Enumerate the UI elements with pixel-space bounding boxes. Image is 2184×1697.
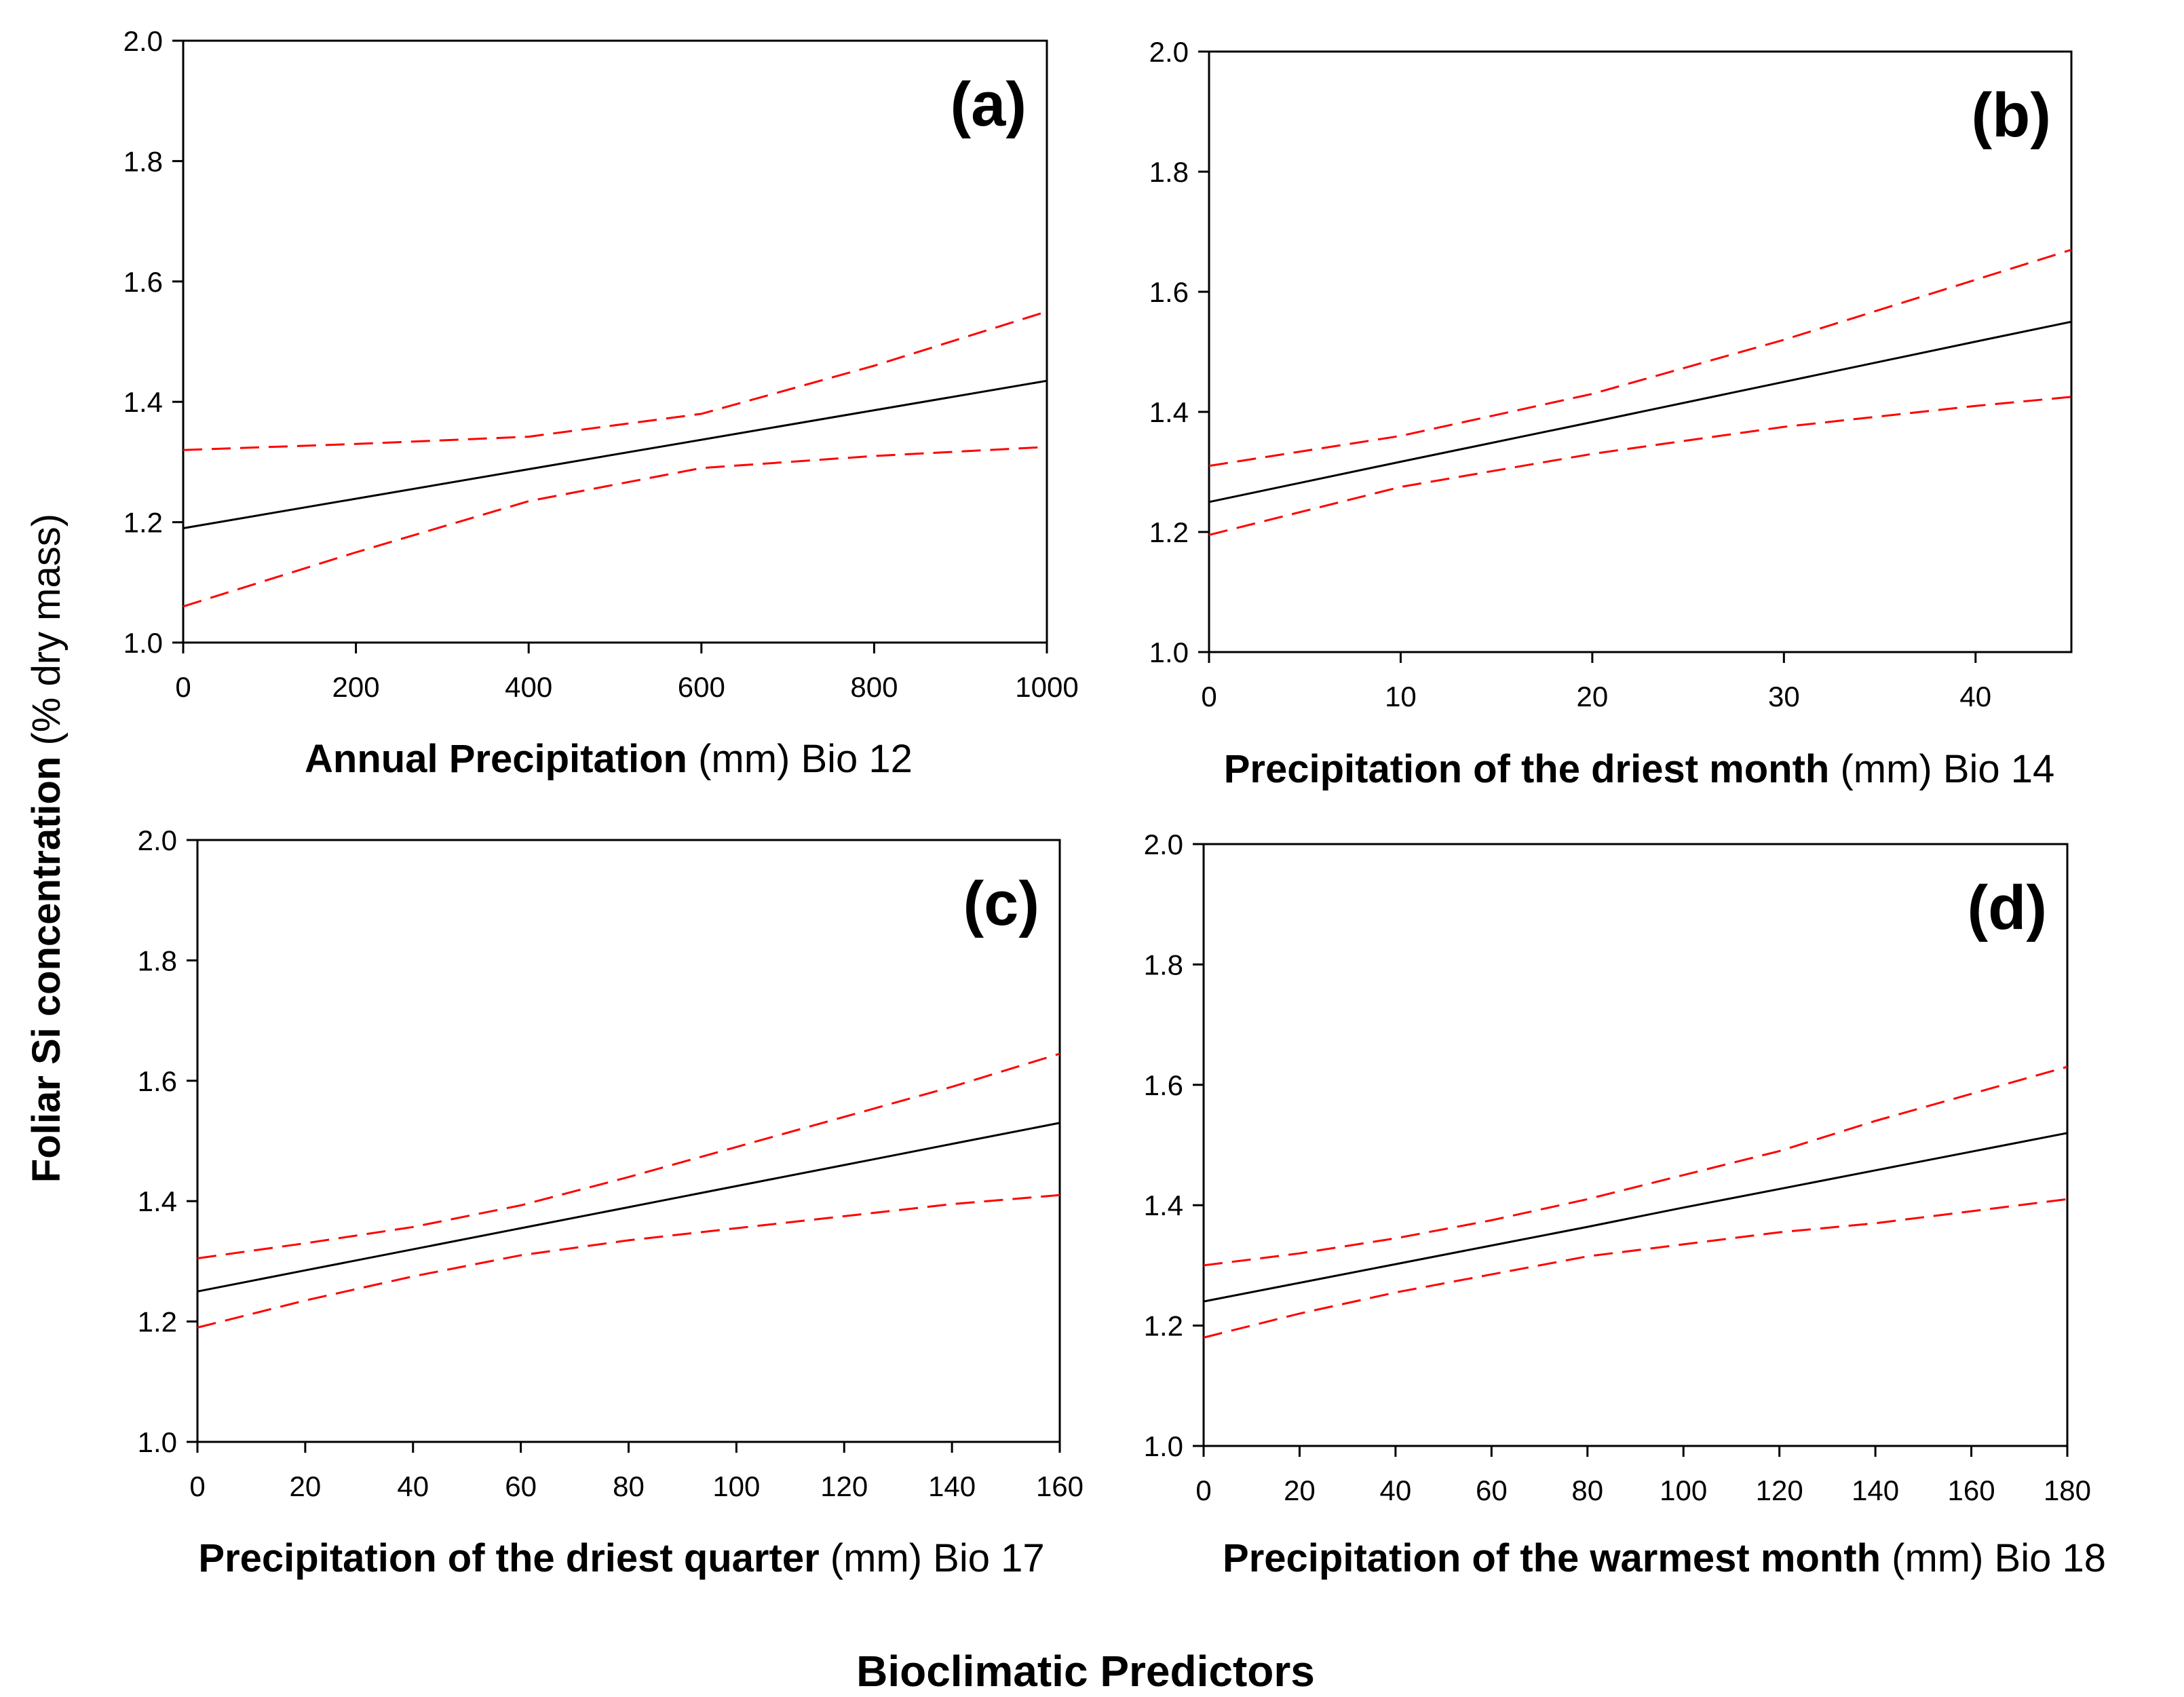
plot-frame xyxy=(196,839,1061,1443)
x-tick-label: 60 xyxy=(1476,1474,1508,1506)
x-tick-label: 40 xyxy=(397,1470,429,1502)
x-axis-label-unit: (mm) Bio 17 xyxy=(820,1536,1045,1580)
y-tick-label: 1.6 xyxy=(1149,276,1189,308)
y-tick-label: 2.0 xyxy=(1144,828,1183,860)
fit-line xyxy=(197,1122,1060,1293)
x-tick-label: 600 xyxy=(678,671,725,703)
x-tick-label: 30 xyxy=(1768,681,1800,712)
y-tick-label: 1.4 xyxy=(123,386,163,418)
x-axis-label-bold: Precipitation of the driest quarter xyxy=(198,1536,819,1580)
x-axis-label-bold: Annual Precipitation xyxy=(305,737,687,781)
x-tick-label: 140 xyxy=(1852,1474,1899,1506)
x-tick-label: 80 xyxy=(613,1470,645,1502)
x-tick-label: 140 xyxy=(928,1470,976,1502)
x-tick-label: 40 xyxy=(1959,681,1991,712)
x-axis-label-unit: (mm) Bio 18 xyxy=(1881,1536,2106,1580)
y-tick-label: 1.8 xyxy=(138,945,177,976)
y-tick-label: 1.0 xyxy=(138,1426,177,1458)
x-tick-label: 100 xyxy=(712,1470,760,1502)
y-axis-label-unit: (% dry mass) xyxy=(24,514,69,746)
y-tick-label: 1.0 xyxy=(123,627,163,659)
y-tick-label: 1.0 xyxy=(1144,1430,1183,1462)
x-tick-label: 0 xyxy=(1201,681,1216,712)
x-axis-label: Precipitation of the driest month (mm) B… xyxy=(1224,747,2055,791)
x-axis-label-unit: (mm) Bio 14 xyxy=(1829,747,2054,791)
fit-line xyxy=(1208,320,2072,503)
x-tick-label: 20 xyxy=(1284,1474,1316,1506)
x-tick-label: 20 xyxy=(290,1470,322,1502)
panel-c: 1.0 1.2 1.4 1.6 1.8 2.0 0 20 40 60 80 100 120 140 160 (… xyxy=(138,824,1084,1580)
plot-frame xyxy=(1208,50,2073,653)
panel-label: (b) xyxy=(1972,81,2051,150)
plot-frame xyxy=(182,39,1048,644)
y-tick-label: 1.8 xyxy=(1149,156,1189,188)
x-tick-label: 400 xyxy=(505,671,552,703)
x-axis-label-unit: (mm) Bio 12 xyxy=(687,737,913,781)
x-tick-label: 200 xyxy=(332,671,380,703)
lower-ci-line xyxy=(1203,1198,2068,1339)
y-tick-label: 1.6 xyxy=(138,1065,177,1097)
upper-ci-line xyxy=(183,310,1048,451)
x-tick-label: 20 xyxy=(1577,681,1609,712)
fit-line xyxy=(1203,1132,2068,1303)
y-tick-label: 1.4 xyxy=(1144,1189,1183,1221)
x-axis-label-bold: Precipitation of the driest month xyxy=(1224,747,1830,791)
lower-ci-line xyxy=(1208,396,2072,536)
x-tick-label: 0 xyxy=(189,1470,205,1502)
y-tick-label: 1.2 xyxy=(1144,1310,1183,1342)
upper-ci-line xyxy=(1208,248,2072,468)
y-tick-label: 1.8 xyxy=(1144,949,1183,980)
x-tick-label: 1000 xyxy=(1015,671,1078,703)
y-tick-label: 1.8 xyxy=(123,145,163,177)
upper-ci-line xyxy=(1203,1065,2068,1267)
x-tick-label: 120 xyxy=(820,1470,868,1502)
y-tick-label: 2.0 xyxy=(138,824,177,856)
plot-frame xyxy=(1202,843,2069,1447)
fit-line xyxy=(183,379,1048,529)
y-tick-label: 2.0 xyxy=(123,25,163,57)
x-axis-label: Annual Precipitation (mm) Bio 12 xyxy=(305,737,913,781)
x-tick-label: 80 xyxy=(1571,1474,1603,1506)
x-tick-label: 60 xyxy=(505,1470,537,1502)
x-tick-label: 10 xyxy=(1385,681,1417,712)
panel-a: 1.0 1.2 1.4 1.6 1.8 2.0 0 200 400 600 800 1000 (a) An… xyxy=(123,25,1079,781)
y-tick-label: 1.6 xyxy=(1144,1069,1183,1101)
x-tick-label: 40 xyxy=(1380,1474,1412,1506)
y-tick-label: 1.4 xyxy=(138,1185,177,1217)
x-axis-label: Precipitation of the warmest month (mm) … xyxy=(1223,1536,2106,1580)
x-tick-label: 180 xyxy=(2044,1474,2091,1506)
overall-x-label: Bioclimatic Predictors xyxy=(856,1647,1315,1696)
x-axis-label: Precipitation of the driest quarter (mm)… xyxy=(198,1536,1044,1580)
y-tick-label: 1.2 xyxy=(123,507,163,539)
y-tick-label: 1.2 xyxy=(138,1306,177,1338)
panel-label: (d) xyxy=(1968,873,2047,942)
y-tick-label: 2.0 xyxy=(1149,36,1189,68)
panel-d: 1.0 1.2 1.4 1.6 1.8 2.0 0 20 40 60 80 100 120 140 160 1… xyxy=(1144,828,2106,1580)
y-axis-label-bold: Foliar Si concentration xyxy=(24,757,69,1183)
x-tick-label: 160 xyxy=(1036,1470,1084,1502)
x-tick-label: 0 xyxy=(175,671,191,703)
upper-ci-line xyxy=(197,1052,1060,1259)
lower-ci-line xyxy=(197,1194,1060,1329)
y-tick-label: 1.2 xyxy=(1149,516,1189,548)
panel-b: 1.0 1.2 1.4 1.6 1.8 2.0 0 10 20 30 40 (b) Precipitat… xyxy=(1149,36,2073,791)
x-tick-label: 100 xyxy=(1660,1474,1707,1506)
y-tick-label: 1.6 xyxy=(123,266,163,298)
y-axis-label: Foliar Si concentration (% dry mass) xyxy=(24,514,69,1183)
y-tick-label: 1.4 xyxy=(1149,396,1189,428)
x-axis-label-bold: Precipitation of the warmest month xyxy=(1223,1536,1881,1580)
x-tick-label: 0 xyxy=(1195,1474,1211,1506)
x-tick-label: 120 xyxy=(1756,1474,1803,1506)
y-tick-label: 1.0 xyxy=(1149,636,1189,668)
panel-label: (a) xyxy=(951,70,1027,139)
panel-label: (c) xyxy=(963,869,1039,938)
lower-ci-line xyxy=(183,446,1048,608)
x-tick-label: 160 xyxy=(1948,1474,1995,1506)
x-tick-label: 800 xyxy=(850,671,898,703)
